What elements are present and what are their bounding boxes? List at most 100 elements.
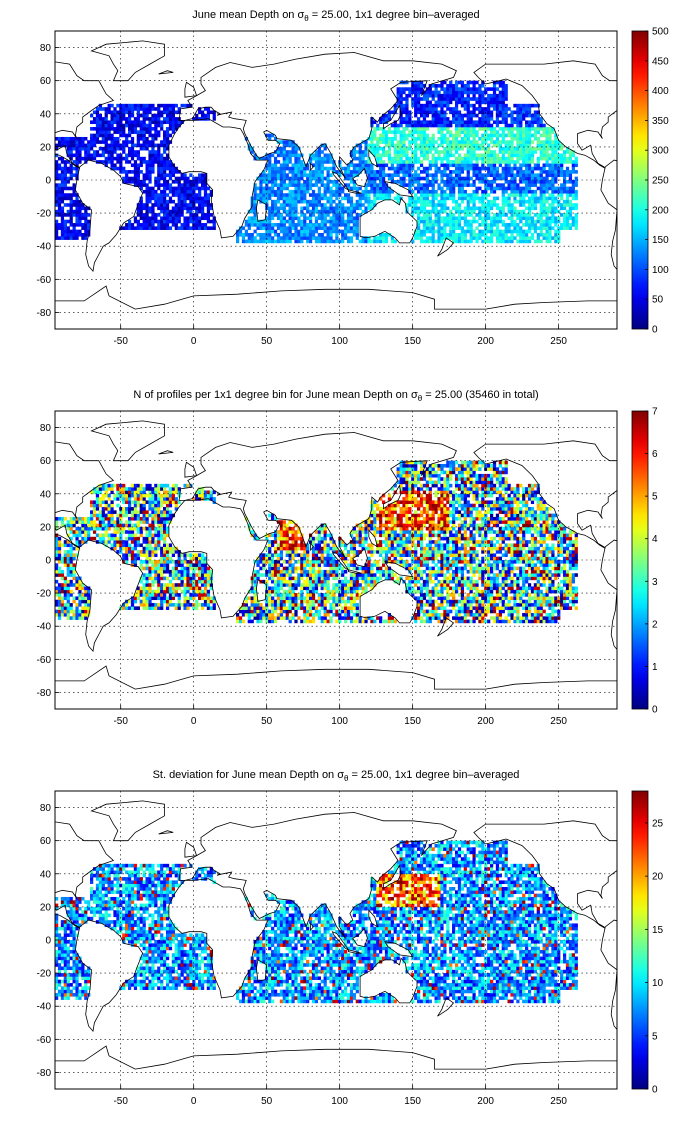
data-cell: [195, 183, 199, 187]
data-cell: [522, 196, 526, 201]
data-cell: [177, 186, 181, 191]
data-cell: [136, 503, 140, 508]
colorbar-tick-label: 400: [652, 86, 669, 97]
data-cell: [443, 146, 447, 151]
data-cell: [466, 130, 470, 134]
data-cell: [478, 146, 482, 151]
data-cell: [460, 232, 465, 237]
data-cell: [104, 500, 108, 505]
data-cell: [168, 117, 173, 121]
data-cell: [195, 113, 199, 118]
data-cell: [133, 543, 138, 548]
data-cell: [127, 550, 132, 554]
data-cell: [142, 583, 146, 587]
data-cell: [127, 127, 132, 131]
data-cell: [525, 163, 529, 168]
data-cell: [525, 153, 529, 158]
data-cell: [113, 526, 117, 531]
data-cell: [344, 193, 348, 197]
data-cell: [574, 156, 578, 161]
data-cell: [294, 209, 298, 214]
data-cell: [344, 229, 348, 234]
data-cell: [545, 216, 549, 221]
data-cell: [206, 206, 211, 211]
data-cell: [110, 483, 114, 488]
data-cell: [110, 163, 114, 168]
data-cell: [314, 150, 319, 154]
data-cell: [294, 156, 298, 161]
data-cell: [75, 606, 79, 610]
data-cell: [419, 83, 424, 88]
data-cell: [69, 609, 73, 614]
data-cell: [180, 203, 184, 207]
data-cell: [530, 232, 535, 237]
data-cell: [501, 103, 505, 108]
data-cell: [92, 526, 97, 531]
data-cell: [490, 226, 494, 230]
data-cell: [139, 123, 143, 128]
data-cell: [133, 107, 138, 111]
data-cell: [425, 103, 429, 108]
data-cell: [323, 226, 327, 230]
data-cell: [431, 232, 435, 237]
data-cell: [101, 120, 105, 125]
data-cell: [478, 97, 482, 101]
data-cell: [148, 156, 152, 161]
data-cell: [495, 216, 500, 221]
data-cell: [119, 546, 123, 551]
data-cell: [285, 209, 289, 214]
data-cell: [145, 487, 149, 491]
data-cell: [198, 117, 202, 121]
data-cell: [203, 199, 208, 204]
data-cell: [303, 193, 307, 197]
data-cell: [431, 93, 435, 98]
data-cell: [335, 239, 339, 244]
data-cell: [440, 196, 444, 201]
data-cell: [326, 213, 330, 217]
data-cell: [203, 226, 208, 230]
data-cell: [145, 146, 149, 151]
data-cell: [484, 176, 488, 181]
data-cell: [63, 166, 67, 171]
data-cell: [66, 553, 70, 557]
data-cell: [469, 140, 473, 144]
data-cell: [145, 186, 149, 191]
data-cell: [422, 120, 427, 125]
data-cell: [501, 193, 505, 197]
data-cell: [136, 589, 140, 594]
data-cell: [66, 150, 70, 154]
data-cell: [492, 213, 497, 217]
data-cell: [384, 173, 389, 177]
data-cell: [323, 193, 327, 197]
data-cell: [189, 209, 193, 214]
data-cell: [55, 193, 59, 197]
data-cell: [177, 209, 181, 214]
data-cell: [481, 143, 485, 148]
data-cell: [165, 186, 170, 191]
data-cell: [507, 236, 511, 240]
data-cell: [209, 226, 213, 230]
data-cell: [440, 87, 444, 91]
data-cell: [565, 209, 570, 214]
data-cell: [422, 107, 427, 111]
data-cell: [107, 127, 111, 131]
data-cell: [446, 219, 450, 224]
data-cell: [78, 143, 82, 148]
data-cell: [408, 93, 412, 98]
data-cell: [469, 223, 473, 227]
data-cell: [122, 560, 126, 564]
data-cell: [110, 136, 114, 141]
data-cell: [571, 170, 575, 174]
data-cell: [522, 143, 526, 148]
data-cell: [533, 203, 538, 207]
data-cell: [256, 223, 260, 227]
data-cell: [446, 83, 450, 88]
data-cell: [487, 216, 491, 221]
data-cell: [443, 196, 447, 201]
data-cell: [206, 199, 211, 204]
data-cell: [548, 140, 552, 144]
data-cell: [452, 236, 456, 240]
data-cell: [358, 213, 362, 217]
data-cell: [472, 163, 476, 168]
data-cell: [262, 199, 266, 204]
